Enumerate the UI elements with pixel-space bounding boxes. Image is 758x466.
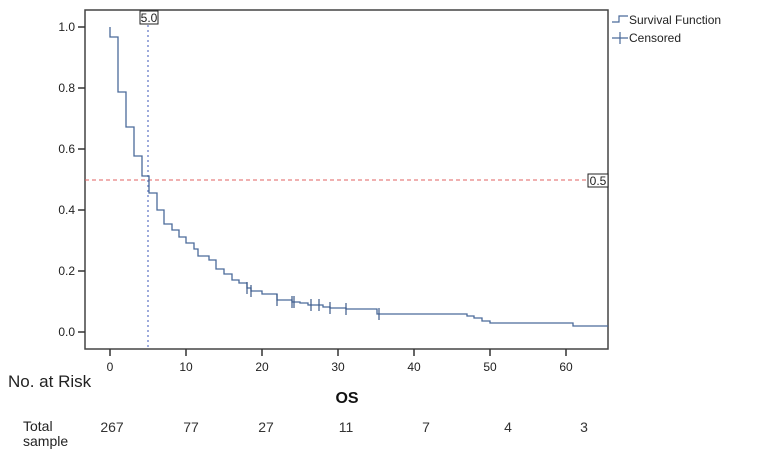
y-tick-label: 0.6 <box>58 142 75 156</box>
vertical-ref-label: 5.0 <box>139 10 159 25</box>
x-tick-label: 40 <box>407 360 421 374</box>
plus-icon <box>612 32 628 44</box>
risk-value: 267 <box>100 419 124 435</box>
y-tick-label: 0.2 <box>58 264 75 278</box>
risk-value: 77 <box>183 419 199 435</box>
survival-curve <box>109 27 608 327</box>
risk-value: 7 <box>422 419 430 435</box>
risk-table-title: No. at Risk <box>8 372 92 391</box>
y-axis: 1.0 0.8 0.6 0.4 0.2 0.0 <box>58 20 85 339</box>
risk-row-label-line2: sample <box>23 433 69 449</box>
risk-row-label: Total sample <box>23 419 83 449</box>
svg-text:5.0: 5.0 <box>141 11 158 25</box>
censored-markers <box>246 282 380 320</box>
x-tick-label: 10 <box>179 360 193 374</box>
risk-value: 11 <box>338 419 354 435</box>
y-tick-label: 0.8 <box>58 81 75 95</box>
x-tick-label: 20 <box>255 360 269 374</box>
x-tick-label: 50 <box>483 360 497 374</box>
x-tick-label: 0 <box>107 360 114 374</box>
x-axis: 0 10 20 30 40 50 60 <box>107 349 573 374</box>
legend-label-censored: Censored <box>629 31 681 45</box>
step-line-icon <box>612 15 628 23</box>
legend-label-survival: Survival Function <box>629 13 721 27</box>
y-tick-label: 0.0 <box>58 325 75 339</box>
risk-value: 4 <box>504 419 512 435</box>
x-tick-label: 60 <box>559 360 573 374</box>
risk-value: 27 <box>258 419 274 435</box>
risk-value: 3 <box>580 419 588 435</box>
y-tick-label: 1.0 <box>58 20 75 34</box>
svg-text:0.5: 0.5 <box>590 174 607 188</box>
legend: Survival Function Censored <box>612 13 721 45</box>
risk-row-label-line1: Total <box>23 418 53 434</box>
x-axis-title: OS <box>335 390 358 407</box>
horizontal-ref-label: 0.5 <box>587 173 609 188</box>
y-tick-label: 0.4 <box>58 203 75 217</box>
x-tick-label: 30 <box>331 360 345 374</box>
